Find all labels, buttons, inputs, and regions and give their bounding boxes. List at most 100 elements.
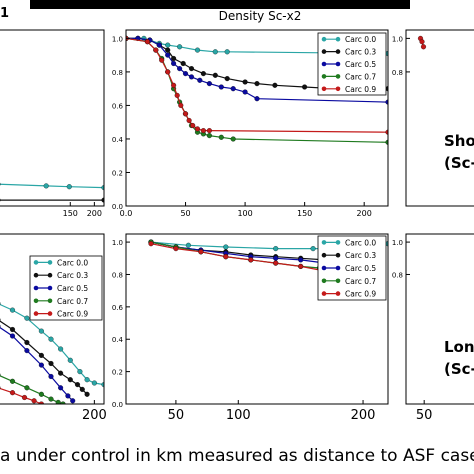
legend-label-carc-0-5: Carc 0.5	[345, 60, 376, 69]
legend-marker-carc-0-5	[335, 265, 341, 271]
y-tick-label: 0.0	[112, 401, 123, 409]
legend-marker-carc-0-9	[321, 291, 327, 296]
legend-marker-carc-0-7	[335, 278, 341, 284]
series-point-carc-0-3	[224, 76, 230, 82]
series-point-carc-0-5	[156, 42, 162, 48]
series-point-carc-0-9	[190, 122, 196, 129]
x-tick-label: 200	[87, 209, 102, 218]
series-point-carc-0-7	[385, 139, 388, 145]
series-point-carc-0-0	[38, 328, 44, 334]
legend-marker-carc-0-5	[47, 285, 53, 291]
legend-marker-carc-0-9	[335, 291, 341, 296]
series-point-carc-0-5	[254, 96, 260, 102]
series-point-carc-0-0	[48, 336, 54, 342]
series-point-carc-0-0	[194, 47, 201, 53]
plot-frame	[125, 233, 389, 405]
series-point-carc-0-9	[200, 128, 206, 134]
series-point-carc-0-0	[185, 242, 191, 248]
legend-marker-carc-0-0	[335, 240, 341, 245]
y-tick-label: 1.0	[392, 239, 403, 247]
series-point-carc-0-5	[171, 60, 177, 67]
series-point-carc-0-7	[230, 136, 236, 142]
legend-marker-carc-0-9	[47, 311, 53, 316]
series-line-carc-0-3	[0, 320, 88, 395]
series-point-carc-0-0	[177, 44, 183, 50]
legend-label-carc-0-5: Carc 0.5	[57, 284, 88, 293]
series-point-carc-0-9	[223, 254, 229, 260]
series-point-carc-0-9	[9, 390, 16, 396]
series-point-carc-0-5	[48, 373, 54, 380]
series-point-carc-0-0	[273, 246, 279, 252]
series-point-carc-0-3	[272, 82, 278, 88]
series-point-carc-0-3	[58, 370, 64, 376]
series-point-carc-0-0	[67, 357, 73, 363]
series-point-carc-0-3	[188, 66, 195, 72]
header-left-label: 1	[0, 6, 9, 21]
legend-marker-carc-0-0	[321, 240, 327, 245]
x-tick-label: 200	[351, 408, 376, 423]
series-point-carc-0-9	[165, 69, 171, 75]
legend-marker-carc-0-0	[47, 260, 53, 265]
series-point-carc-0-3	[165, 47, 171, 53]
y-tick-label: 0.0	[112, 203, 123, 211]
series-point-carc-0-7	[38, 391, 44, 397]
series-point-carc-0-9	[148, 241, 154, 247]
series-point-carc-0-7	[218, 134, 224, 140]
series-point-carc-0-9	[298, 263, 304, 269]
side-label-top-line1: Sho	[444, 132, 474, 150]
legend-label-carc-0-0: Carc 0.0	[57, 258, 88, 267]
legend-label-carc-0-7: Carc 0.7	[345, 72, 376, 81]
legend-marker-carc-0-7	[47, 298, 53, 304]
series-point-carc-0-0	[58, 346, 64, 352]
y-tick-label: 0.4	[112, 136, 124, 144]
series-point-carc-0-7	[9, 378, 16, 384]
legend-marker-carc-0-0	[33, 260, 39, 265]
series-point-carc-0-5	[218, 84, 224, 90]
panel-top-left: 150 200	[0, 29, 105, 218]
series-point-carc-0-3	[79, 386, 85, 392]
series-point-carc-0-5	[197, 77, 203, 83]
y-tick-label: 0.8	[392, 69, 403, 77]
series-point-carc-0-3	[180, 60, 186, 67]
series-point-carc-0-5	[9, 333, 16, 339]
legend-label-carc-0-7: Carc 0.7	[57, 297, 88, 306]
series-point-carc-0-3	[200, 71, 206, 77]
plot-frame	[405, 29, 474, 207]
series-point-carc-0-9	[206, 128, 212, 134]
y-tick-label: 0.2	[112, 369, 123, 377]
series-point-carc-0-7	[60, 401, 66, 404]
plot-frame	[125, 29, 389, 207]
x-tick-label: 200	[82, 408, 107, 423]
series-point-carc-0-3	[38, 352, 44, 358]
series-point-carc-0-3	[212, 72, 218, 78]
x-tick-label: 50	[180, 209, 190, 218]
series-point-carc-0-5	[206, 81, 212, 87]
x-tick-label: 100	[237, 209, 252, 218]
legend-marker-carc-0-3	[335, 49, 341, 54]
legend-label-carc-0-9: Carc 0.9	[345, 85, 376, 94]
series-point-carc-0-5	[188, 74, 195, 80]
legend-label-carc-0-0: Carc 0.0	[345, 35, 376, 44]
series-point-carc-0-5	[177, 66, 183, 72]
panel-top-right: 0.8 1.0	[392, 29, 474, 207]
series-line-carc-0-0	[0, 183, 104, 189]
series-point-carc-0-5	[298, 257, 304, 263]
legend-marker-carc-0-7	[321, 74, 327, 79]
series-point-carc-0-9	[194, 126, 201, 132]
legend-marker-carc-0-9	[321, 86, 327, 92]
series-point-carc-0-9	[419, 39, 425, 45]
y-tick-label: 1.0	[112, 239, 123, 247]
legend: Carc 0.0 Carc 0.3 Carc 0.5 Carc 0.7 Carc 0.9	[317, 32, 387, 96]
y-tick-label: 0.8	[112, 271, 123, 279]
series-point-carc-0-0	[310, 246, 316, 252]
series-point-carc-0-9	[21, 394, 28, 401]
side-label-top-line2: (Sc-	[444, 154, 474, 172]
series-point-carc-0-0	[24, 315, 30, 321]
series-point-carc-0-3	[254, 81, 260, 87]
legend-marker-carc-0-9	[33, 311, 39, 316]
series-point-carc-0-5	[230, 86, 236, 92]
series-point-carc-0-0	[212, 49, 218, 55]
legend: Carc 0.0 Carc 0.3 Carc 0.5 Carc 0.7 Carc 0.9	[317, 235, 387, 301]
